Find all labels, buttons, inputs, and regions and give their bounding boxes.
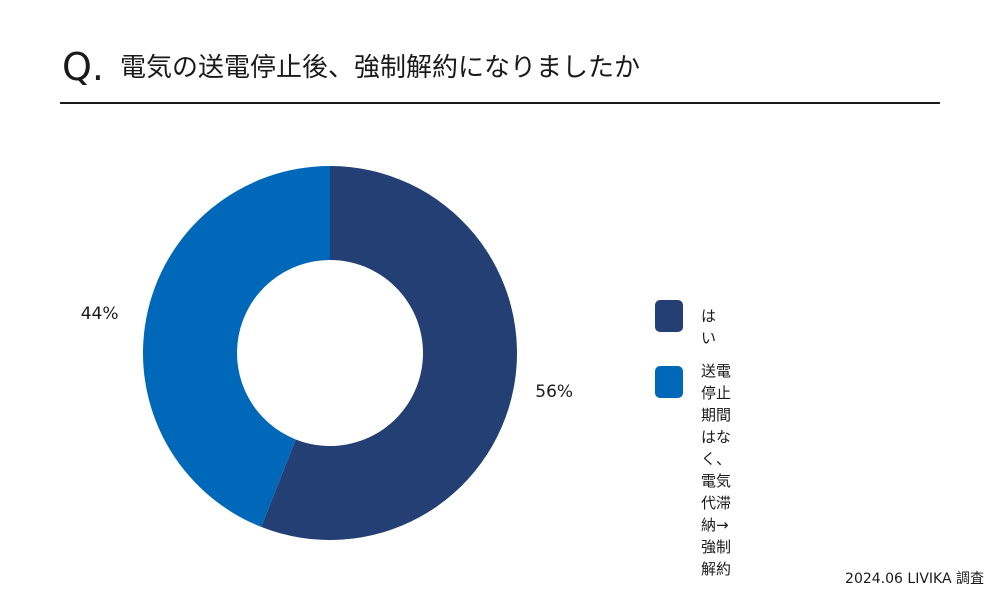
donut-slice-no-outage <box>142 166 330 527</box>
legend-swatch-yes <box>655 300 683 332</box>
legend-label-yes: はい <box>701 307 717 347</box>
legend-label-no-outage: 送電停止期間はなく、 電気代滞納→強制解約 <box>701 362 732 578</box>
slice-label-no-outage: 44% <box>80 303 119 324</box>
title-divider <box>60 102 940 104</box>
legend-item-yes: はい <box>655 300 716 349</box>
legend-item-no-outage: 送電停止期間はなく、 電気代滞納→強制解約 <box>655 360 731 580</box>
donut-slice-yes <box>261 166 517 540</box>
chart-title: 電気の送電停止後、強制解約になりましたか <box>120 53 641 83</box>
question-prefix: Q. <box>62 45 104 89</box>
slice-label-yes: 56% <box>535 382 574 403</box>
source-note: 2024.06 LIVIKA 調査 <box>845 571 984 587</box>
legend-swatch-no-outage <box>655 366 683 398</box>
